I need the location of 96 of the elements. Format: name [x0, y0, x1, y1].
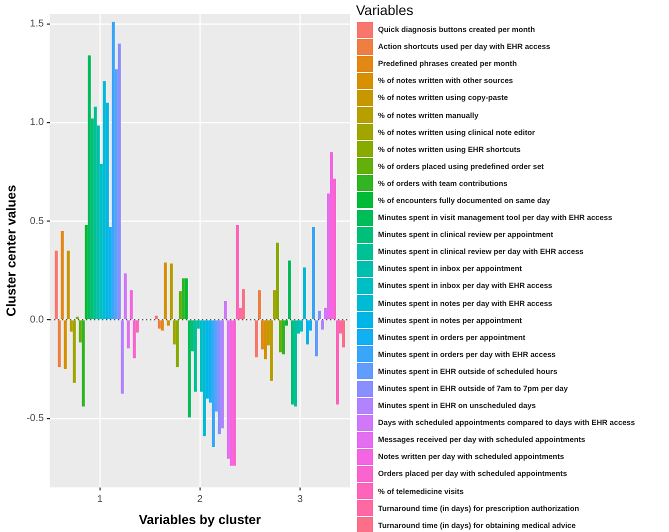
bar [70, 320, 73, 332]
bar [64, 320, 67, 370]
bar [78, 320, 82, 342]
y-tick-label: 0.0 [30, 314, 44, 326]
bar [136, 320, 139, 333]
bar [218, 320, 221, 434]
bar [296, 320, 300, 334]
bar [220, 320, 224, 428]
bar [226, 320, 230, 459]
bar [172, 320, 176, 344]
bar [118, 44, 121, 320]
bar [276, 242, 279, 320]
bar [342, 320, 345, 348]
y-axis-title: Cluster center values [3, 184, 18, 316]
bar [270, 320, 273, 381]
bar [58, 320, 61, 368]
bar [60, 230, 64, 320]
x-tick-label: 2 [197, 494, 204, 506]
bar [272, 290, 276, 320]
bar [290, 320, 294, 405]
x-axis-title: Variables by cluster [138, 512, 261, 527]
bar [166, 320, 170, 326]
bar [326, 194, 330, 320]
bar [170, 264, 173, 320]
bar [282, 320, 285, 354]
bar [308, 320, 312, 331]
bar [130, 290, 133, 320]
bar [190, 320, 194, 352]
bar [338, 320, 342, 334]
bar [230, 320, 233, 466]
bar [314, 320, 318, 356]
bar [336, 320, 339, 405]
y-tick-label: 1.0 [30, 117, 44, 128]
bar [154, 316, 158, 320]
bar [120, 320, 124, 394]
bar [294, 320, 297, 407]
bar [232, 320, 236, 466]
bar [278, 320, 282, 352]
bar [106, 102, 109, 320]
bar [72, 320, 76, 383]
bar [158, 320, 161, 329]
bar [114, 69, 118, 320]
bar [188, 320, 191, 418]
bar [264, 320, 267, 360]
bar [108, 227, 112, 320]
bar [258, 290, 261, 320]
bar [84, 225, 88, 320]
bar [288, 260, 291, 320]
bar [196, 320, 200, 329]
bar [54, 250, 58, 320]
bar [332, 178, 336, 320]
bar [212, 320, 215, 447]
bar [214, 320, 218, 412]
legend-title: Variables [356, 2, 414, 18]
x-tick-label: 1 [97, 494, 104, 506]
bar [242, 289, 245, 320]
bar [90, 118, 94, 320]
bar [202, 320, 206, 436]
bar [182, 278, 185, 320]
bar [184, 278, 188, 320]
bar [96, 125, 100, 320]
bar [124, 273, 127, 320]
bar [224, 301, 227, 320]
bar [284, 320, 288, 326]
bar [94, 106, 97, 320]
bar [102, 81, 106, 320]
x-tick-label: 3 [297, 494, 304, 506]
bar [176, 320, 179, 368]
bar [100, 164, 103, 320]
bar [194, 320, 197, 392]
bar [88, 55, 91, 320]
bar [330, 152, 333, 320]
bar [82, 320, 85, 407]
bar [254, 320, 258, 358]
y-tick-label: 0.5 [30, 216, 44, 227]
bar [132, 320, 136, 358]
bar [302, 267, 306, 320]
bar [306, 320, 309, 344]
bar [238, 308, 242, 320]
bar [160, 320, 164, 331]
bar [312, 227, 315, 320]
y-tick-label: -0.5 [26, 413, 44, 424]
bar [126, 320, 130, 348]
bar [112, 22, 115, 320]
bar [320, 320, 324, 330]
bar [318, 310, 321, 320]
bar [178, 291, 182, 320]
bar [236, 225, 239, 320]
bar [208, 320, 212, 403]
bar [260, 320, 264, 350]
bar [324, 308, 327, 320]
y-tick-label: 1.5 [30, 18, 44, 30]
bar [66, 250, 70, 320]
bar [300, 320, 303, 332]
bar [200, 320, 203, 392]
bar [164, 262, 167, 320]
